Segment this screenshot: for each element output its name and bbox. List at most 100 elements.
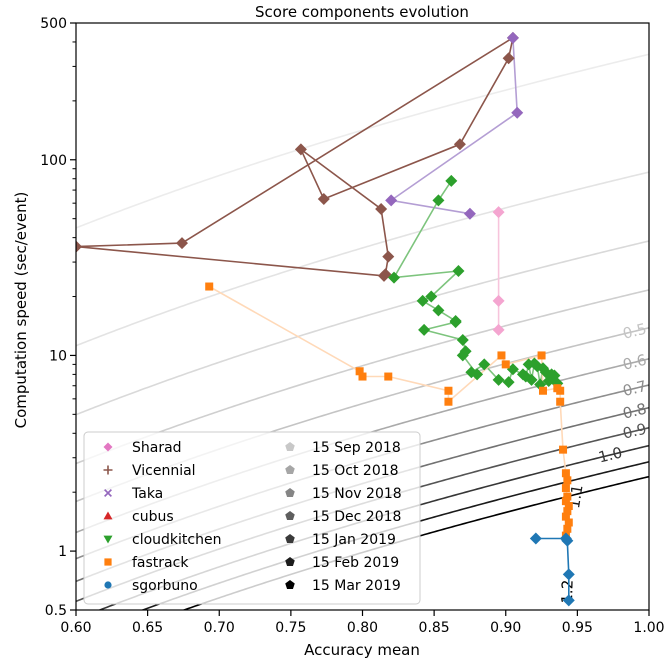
data-point: [559, 445, 568, 454]
data-point: [456, 349, 469, 362]
x-tick-label: 0.85: [419, 620, 450, 636]
data-point: [556, 397, 565, 406]
data-point: [456, 333, 469, 346]
legend-marker: [285, 580, 295, 590]
data-point: [561, 484, 570, 493]
data-point: [564, 518, 573, 527]
x-tick-label: 0.90: [490, 620, 521, 636]
series-markers: [76, 31, 575, 607]
contour-label: 0.8: [621, 400, 648, 423]
contour-label: 0.9: [621, 420, 648, 443]
legend-label: 15 Jan 2019: [312, 532, 396, 548]
legend-marker: [285, 442, 295, 452]
data-point: [205, 282, 214, 291]
x-tick-label: 0.80: [347, 620, 378, 636]
legend-box: [83, 431, 421, 605]
data-point: [501, 360, 510, 369]
contour-label: 0.7: [621, 377, 648, 400]
data-point: [529, 532, 542, 545]
score-contour: [76, 53, 649, 229]
data-point: [416, 294, 429, 307]
data-point: [385, 194, 398, 207]
legend-label: 15 Oct 2018: [312, 463, 399, 479]
data-point: [425, 290, 438, 303]
legend-label: cloudkitchen: [132, 532, 221, 548]
data-point: [452, 265, 465, 278]
x-tick-label: 0.75: [275, 620, 306, 636]
legend-marker: [104, 558, 112, 566]
y-tick-label: 1: [58, 544, 67, 560]
data-point: [492, 323, 505, 336]
y-axis: 0.5 1 10 100 500: [40, 16, 76, 619]
data-point: [563, 476, 572, 485]
legend-label: 15 Nov 2018: [312, 486, 402, 502]
data-point: [465, 366, 478, 379]
score-contour: [76, 171, 649, 347]
data-point: [492, 206, 505, 219]
legend-label: 15 Dec 2018: [312, 509, 401, 525]
contour-label: 0.5: [621, 320, 648, 343]
data-point: [502, 376, 515, 389]
data-point: [502, 52, 515, 65]
data-point: [537, 351, 546, 360]
data-point: [525, 373, 538, 386]
legend-label: fastrack: [132, 555, 189, 571]
contour-label: 1.0: [597, 443, 624, 466]
y-tick-label: 10: [49, 348, 67, 364]
data-point: [561, 534, 574, 547]
legend-marker: [285, 557, 295, 567]
contour-label: 0.6: [621, 351, 648, 374]
data-point: [563, 507, 572, 516]
x-axis: 0.60 0.65 0.70 0.75 0.80 0.85 0.90 0.95 1.00: [60, 610, 665, 636]
series-line: [389, 37, 519, 215]
x-tick-label: 1.00: [633, 620, 664, 636]
x-axis-title: Accuracy mean: [304, 641, 420, 659]
data-point: [384, 372, 393, 381]
data-point: [562, 594, 575, 607]
data-point: [561, 512, 570, 521]
legend-marker: [103, 465, 113, 475]
x-tick-label: 0.95: [562, 620, 593, 636]
data-point: [478, 358, 491, 371]
data-point: [176, 237, 189, 250]
data-point: [563, 524, 572, 533]
data-point: [564, 502, 573, 511]
data-point: [561, 497, 570, 506]
data-point: [444, 386, 453, 395]
legend-label: 15 Feb 2019: [312, 555, 399, 571]
legend-marker: [103, 535, 113, 544]
data-point: [377, 269, 390, 282]
legend-marker: [104, 489, 112, 497]
data-point: [492, 373, 505, 386]
legend-marker: [285, 511, 295, 521]
legend-label: 15 Sep 2018: [312, 440, 401, 456]
data-point: [492, 294, 505, 307]
legend-marker: [285, 488, 295, 498]
score-contour: [76, 289, 649, 465]
data-point: [76, 240, 82, 253]
data-point: [463, 207, 476, 220]
data-point: [355, 367, 364, 376]
data-point: [497, 351, 506, 360]
data-point: [382, 250, 395, 263]
legend-label: cubus: [132, 509, 174, 525]
contour-labels: 0.50.60.70.80.91.01.11.2: [558, 320, 648, 604]
y-tick-label: 500: [40, 16, 67, 32]
data-point: [511, 106, 524, 119]
series-line: [76, 36, 515, 277]
legend-label: sgorbuno: [132, 578, 198, 594]
x-tick-label: 0.60: [60, 620, 91, 636]
data-point: [562, 568, 575, 581]
data-point: [432, 304, 445, 317]
data-point: [445, 174, 458, 187]
legend-label: Sharad: [132, 440, 182, 456]
legend: Sharad Vicennial Taka cubus cloudkitchen fast…: [83, 431, 421, 605]
chart-title: Score components evolution: [255, 3, 469, 21]
score-contour: [76, 240, 649, 416]
data-point: [418, 323, 431, 336]
data-point: [444, 397, 453, 406]
data-point: [358, 372, 367, 381]
data-point: [556, 386, 565, 395]
data-point: [453, 138, 466, 151]
